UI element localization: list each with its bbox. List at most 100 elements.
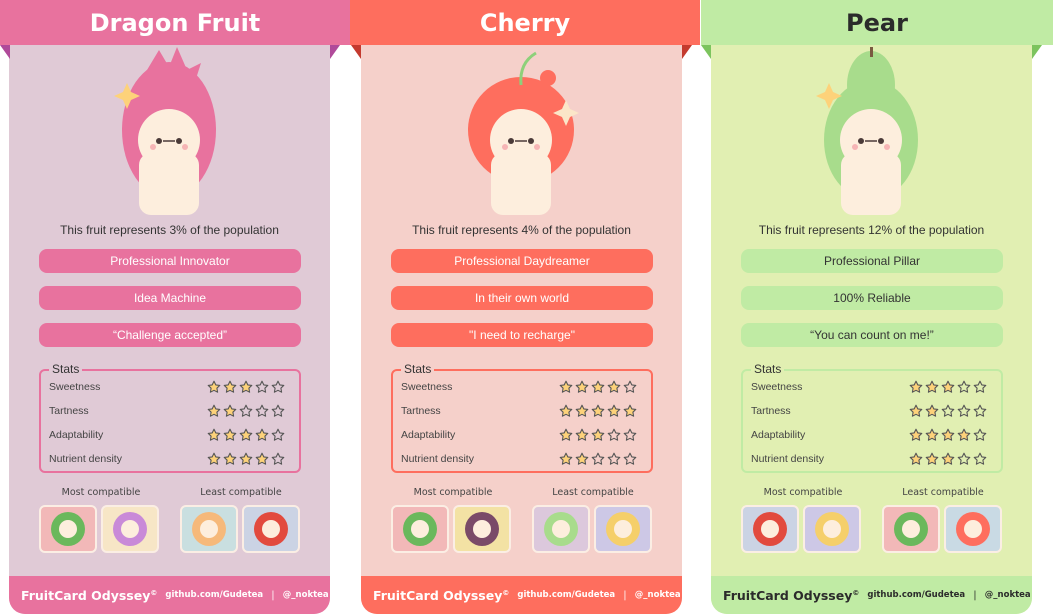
card-title: Pear [846, 8, 908, 37]
banner-fold-left [351, 45, 361, 59]
star-filled-icon [591, 380, 605, 393]
star-empty-icon [973, 452, 987, 465]
star-rating [207, 380, 285, 394]
social-handle[interactable]: @_noktea [282, 590, 329, 600]
star-empty-icon [973, 380, 987, 393]
star-filled-icon [223, 452, 237, 465]
least-compatible-label: Least compatible [902, 487, 984, 498]
github-link[interactable]: github.com/Gudetea [165, 590, 264, 600]
star-rating [559, 380, 637, 394]
star-empty-icon [957, 380, 971, 393]
trait-pill: "I need to recharge" [391, 323, 653, 347]
stat-label: Tartness [401, 405, 441, 417]
stats-title: Stats [49, 362, 83, 376]
compat-tile-cherry [944, 505, 1002, 553]
stat-row: Tartness [751, 401, 987, 421]
stat-row: Nutrient density [401, 449, 637, 469]
star-filled-icon [223, 380, 237, 393]
star-filled-icon [925, 380, 939, 393]
github-link[interactable]: github.com/Gudetea [517, 590, 616, 600]
compat-tile-watermelon [882, 505, 940, 553]
star-empty-icon [957, 404, 971, 417]
trait-pill: In their own world [391, 286, 653, 310]
fruit-card: This fruit represents 3% of the populati… [9, 45, 330, 614]
orange-icon [192, 512, 226, 546]
fruit-mascot-illustration [816, 47, 918, 215]
star-empty-icon [591, 452, 605, 465]
star-filled-icon [941, 428, 955, 441]
stat-row: Sweetness [401, 377, 637, 397]
footer-separator: | [271, 589, 275, 601]
trait-pill: “Challenge accepted” [39, 323, 301, 347]
star-empty-icon [271, 404, 285, 417]
star-filled-icon [255, 452, 269, 465]
compat-tile-apple [741, 505, 799, 553]
brand-name: FruitCard Odyssey© [21, 587, 158, 603]
compat-tile-banana [594, 505, 652, 553]
apple-icon [753, 512, 787, 546]
compat-tile-apple [242, 505, 300, 553]
star-rating [909, 452, 987, 466]
social-handle[interactable]: @_noktea [984, 590, 1031, 600]
star-rating [559, 428, 637, 442]
star-filled-icon [207, 452, 221, 465]
star-empty-icon [623, 428, 637, 441]
star-filled-icon [559, 452, 573, 465]
stat-label: Tartness [751, 405, 791, 417]
star-empty-icon [623, 452, 637, 465]
watermelon-icon [403, 512, 437, 546]
star-filled-icon [591, 428, 605, 441]
star-filled-icon [575, 404, 589, 417]
star-filled-icon [559, 404, 573, 417]
star-filled-icon [559, 380, 573, 393]
star-rating [909, 380, 987, 394]
star-empty-icon [255, 404, 269, 417]
brand-name: FruitCard Odyssey© [723, 587, 860, 603]
grape-icon [113, 512, 147, 546]
stat-row: Sweetness [49, 377, 285, 397]
star-filled-icon [909, 380, 923, 393]
star-empty-icon [239, 404, 253, 417]
stats-title: Stats [401, 362, 435, 376]
star-rating [207, 452, 285, 466]
card-title: Dragon Fruit [89, 8, 261, 37]
stat-label: Adaptability [401, 429, 456, 441]
star-filled-icon [207, 380, 221, 393]
star-filled-icon [925, 428, 939, 441]
star-empty-icon [973, 404, 987, 417]
stat-row: Sweetness [751, 377, 987, 397]
stat-row: Adaptability [751, 425, 987, 445]
star-empty-icon [607, 452, 621, 465]
stat-label: Nutrient density [751, 453, 824, 465]
star-empty-icon [271, 452, 285, 465]
star-filled-icon [909, 452, 923, 465]
trait-pill: Professional Innovator [39, 249, 301, 273]
star-rating [909, 404, 987, 418]
banana-icon [815, 512, 849, 546]
stat-label: Nutrient density [401, 453, 474, 465]
stat-label: Sweetness [49, 381, 101, 393]
stat-row: Adaptability [401, 425, 637, 445]
stat-label: Adaptability [49, 429, 104, 441]
most-compatible-label: Most compatible [763, 487, 843, 498]
footer-separator: | [623, 589, 627, 601]
least-compatible-label: Least compatible [200, 487, 282, 498]
stat-row: Adaptability [49, 425, 285, 445]
stats-box: Stats Sweetness Tartness Adaptability Nu… [39, 362, 301, 473]
star-filled-icon [559, 428, 573, 441]
footer-separator: | [973, 589, 977, 601]
stat-row: Nutrient density [49, 449, 285, 469]
star-filled-icon [607, 404, 621, 417]
github-link[interactable]: github.com/Gudetea [867, 590, 966, 600]
star-empty-icon [973, 428, 987, 441]
star-filled-icon [623, 404, 637, 417]
stat-label: Tartness [49, 405, 89, 417]
social-handle[interactable]: @_noktea [634, 590, 681, 600]
compat-tile-watermelon [391, 505, 449, 553]
star-filled-icon [223, 428, 237, 441]
population-text: This fruit represents 3% of the populati… [60, 223, 279, 237]
fruit-mascot-illustration [468, 51, 579, 215]
banner-fold-left [0, 45, 10, 59]
star-rating [909, 428, 987, 442]
